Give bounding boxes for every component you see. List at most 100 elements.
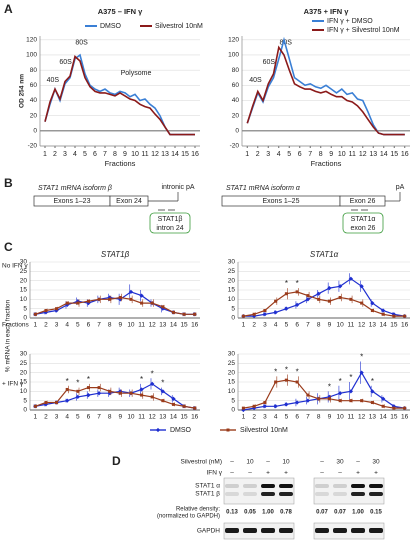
significance-star: *: [66, 377, 69, 386]
marker: [273, 310, 278, 315]
marker: [97, 297, 101, 301]
y-tick-label: 20: [20, 369, 28, 376]
marker: [359, 284, 364, 289]
y-tick-label: 5: [23, 305, 27, 312]
profile-line: [44, 55, 195, 136]
x-tick-label: 12: [358, 322, 366, 329]
marker: [381, 404, 385, 408]
y-tick-label: -20: [28, 143, 38, 150]
marker: [182, 312, 186, 316]
x-tick-label: 15: [181, 151, 189, 158]
x-tick-label: 9: [329, 151, 333, 158]
marker: [161, 305, 165, 309]
marker: [349, 399, 353, 403]
x-tick-label: 10: [337, 414, 345, 421]
y-tick-label: 20: [30, 112, 38, 119]
marker: [161, 399, 165, 403]
x-tick-label: 6: [295, 414, 299, 421]
pa-label: pA: [396, 184, 405, 191]
significance-star: *: [328, 382, 331, 391]
marker: [284, 292, 288, 296]
marker: [338, 295, 342, 299]
x-tick-label: 10: [338, 151, 346, 158]
x-tick-label: 9: [328, 414, 332, 421]
exon-label: Exons 1–25: [263, 198, 300, 205]
marker: [348, 276, 353, 281]
x-tick-label: 2: [256, 151, 260, 158]
x-tick-label: 8: [317, 414, 321, 421]
x-tick-label: 3: [63, 151, 67, 158]
marker: [348, 389, 353, 394]
x-tick-label: 4: [73, 151, 77, 158]
marker: [317, 297, 321, 301]
x-axis-label: Fractions: [2, 322, 29, 329]
probe-box: [149, 212, 191, 234]
marker: [129, 391, 133, 395]
legend-label: Silvestrol 10nM: [155, 23, 203, 30]
probe-label: exon 26: [351, 225, 376, 232]
band-label: STAT1 β: [195, 491, 220, 498]
x-tick-label: 8: [317, 322, 321, 329]
marker: [392, 406, 396, 410]
marker: [338, 284, 343, 289]
x-tick-label: 1: [34, 322, 38, 329]
blot: [313, 522, 385, 540]
lane-label: –: [338, 470, 342, 477]
density-value: 0.05: [244, 510, 256, 516]
x-tick-label: 13: [369, 151, 377, 158]
marker: [403, 406, 407, 410]
marker: [360, 301, 364, 305]
legend-label: Silvestrol 10nM: [240, 427, 288, 434]
lane-label: –: [230, 470, 234, 477]
x-tick-label: 12: [149, 322, 157, 329]
series-line: [243, 291, 405, 317]
x-tick-label: 16: [191, 414, 199, 421]
x-tick-label: 5: [285, 322, 289, 329]
y-tick-label: 40: [30, 97, 38, 104]
y-tick-label: 15: [228, 287, 236, 294]
x-tick-label: 11: [141, 151, 148, 158]
series-line: [35, 296, 195, 315]
row-label: IFN γ: [206, 470, 222, 477]
marker: [327, 397, 331, 401]
marker: [338, 399, 342, 403]
marker: [392, 314, 396, 318]
lane-label: –: [320, 459, 324, 466]
probe-box: [342, 212, 384, 234]
significance-star: *: [76, 379, 79, 388]
y-tick-label: 0: [231, 407, 235, 414]
y-tick-label: 15: [228, 379, 236, 386]
y-tick-label: 30: [228, 351, 236, 358]
x-tick-label: 9: [123, 151, 127, 158]
y-tick-label: 25: [228, 360, 236, 367]
x-tick-label: 6: [93, 151, 97, 158]
x-tick-label: 1: [34, 414, 38, 421]
x-tick-label: 15: [390, 322, 398, 329]
marker: [360, 399, 364, 403]
density-value: 0.07: [334, 510, 346, 516]
lane-label: +: [356, 470, 360, 477]
x-tick-label: 12: [151, 151, 159, 158]
band: [351, 492, 365, 496]
marker: [252, 404, 256, 408]
band: [279, 528, 293, 533]
marker: [370, 309, 374, 313]
isoform-label: STAT1 mRNA isoform β: [38, 185, 112, 192]
marker: [118, 295, 122, 299]
y-tick-label: 0: [33, 128, 37, 135]
marker: [182, 404, 186, 408]
x-tick-label: 2: [44, 322, 48, 329]
peak-label: 80S: [75, 39, 88, 46]
density-label: Relative density:: [176, 507, 220, 513]
marker: [241, 406, 245, 410]
marker: [295, 302, 300, 308]
lane-label: 30: [372, 459, 380, 466]
marker: [140, 393, 144, 397]
marker: [370, 389, 375, 394]
x-tick-label: 13: [161, 151, 169, 158]
panel-letter: D: [112, 454, 121, 468]
marker: [108, 389, 112, 393]
isoform-label: STAT1 mRNA isoform α: [226, 185, 301, 192]
x-axis-label: Fractions: [105, 159, 136, 168]
series-line: [243, 278, 405, 317]
